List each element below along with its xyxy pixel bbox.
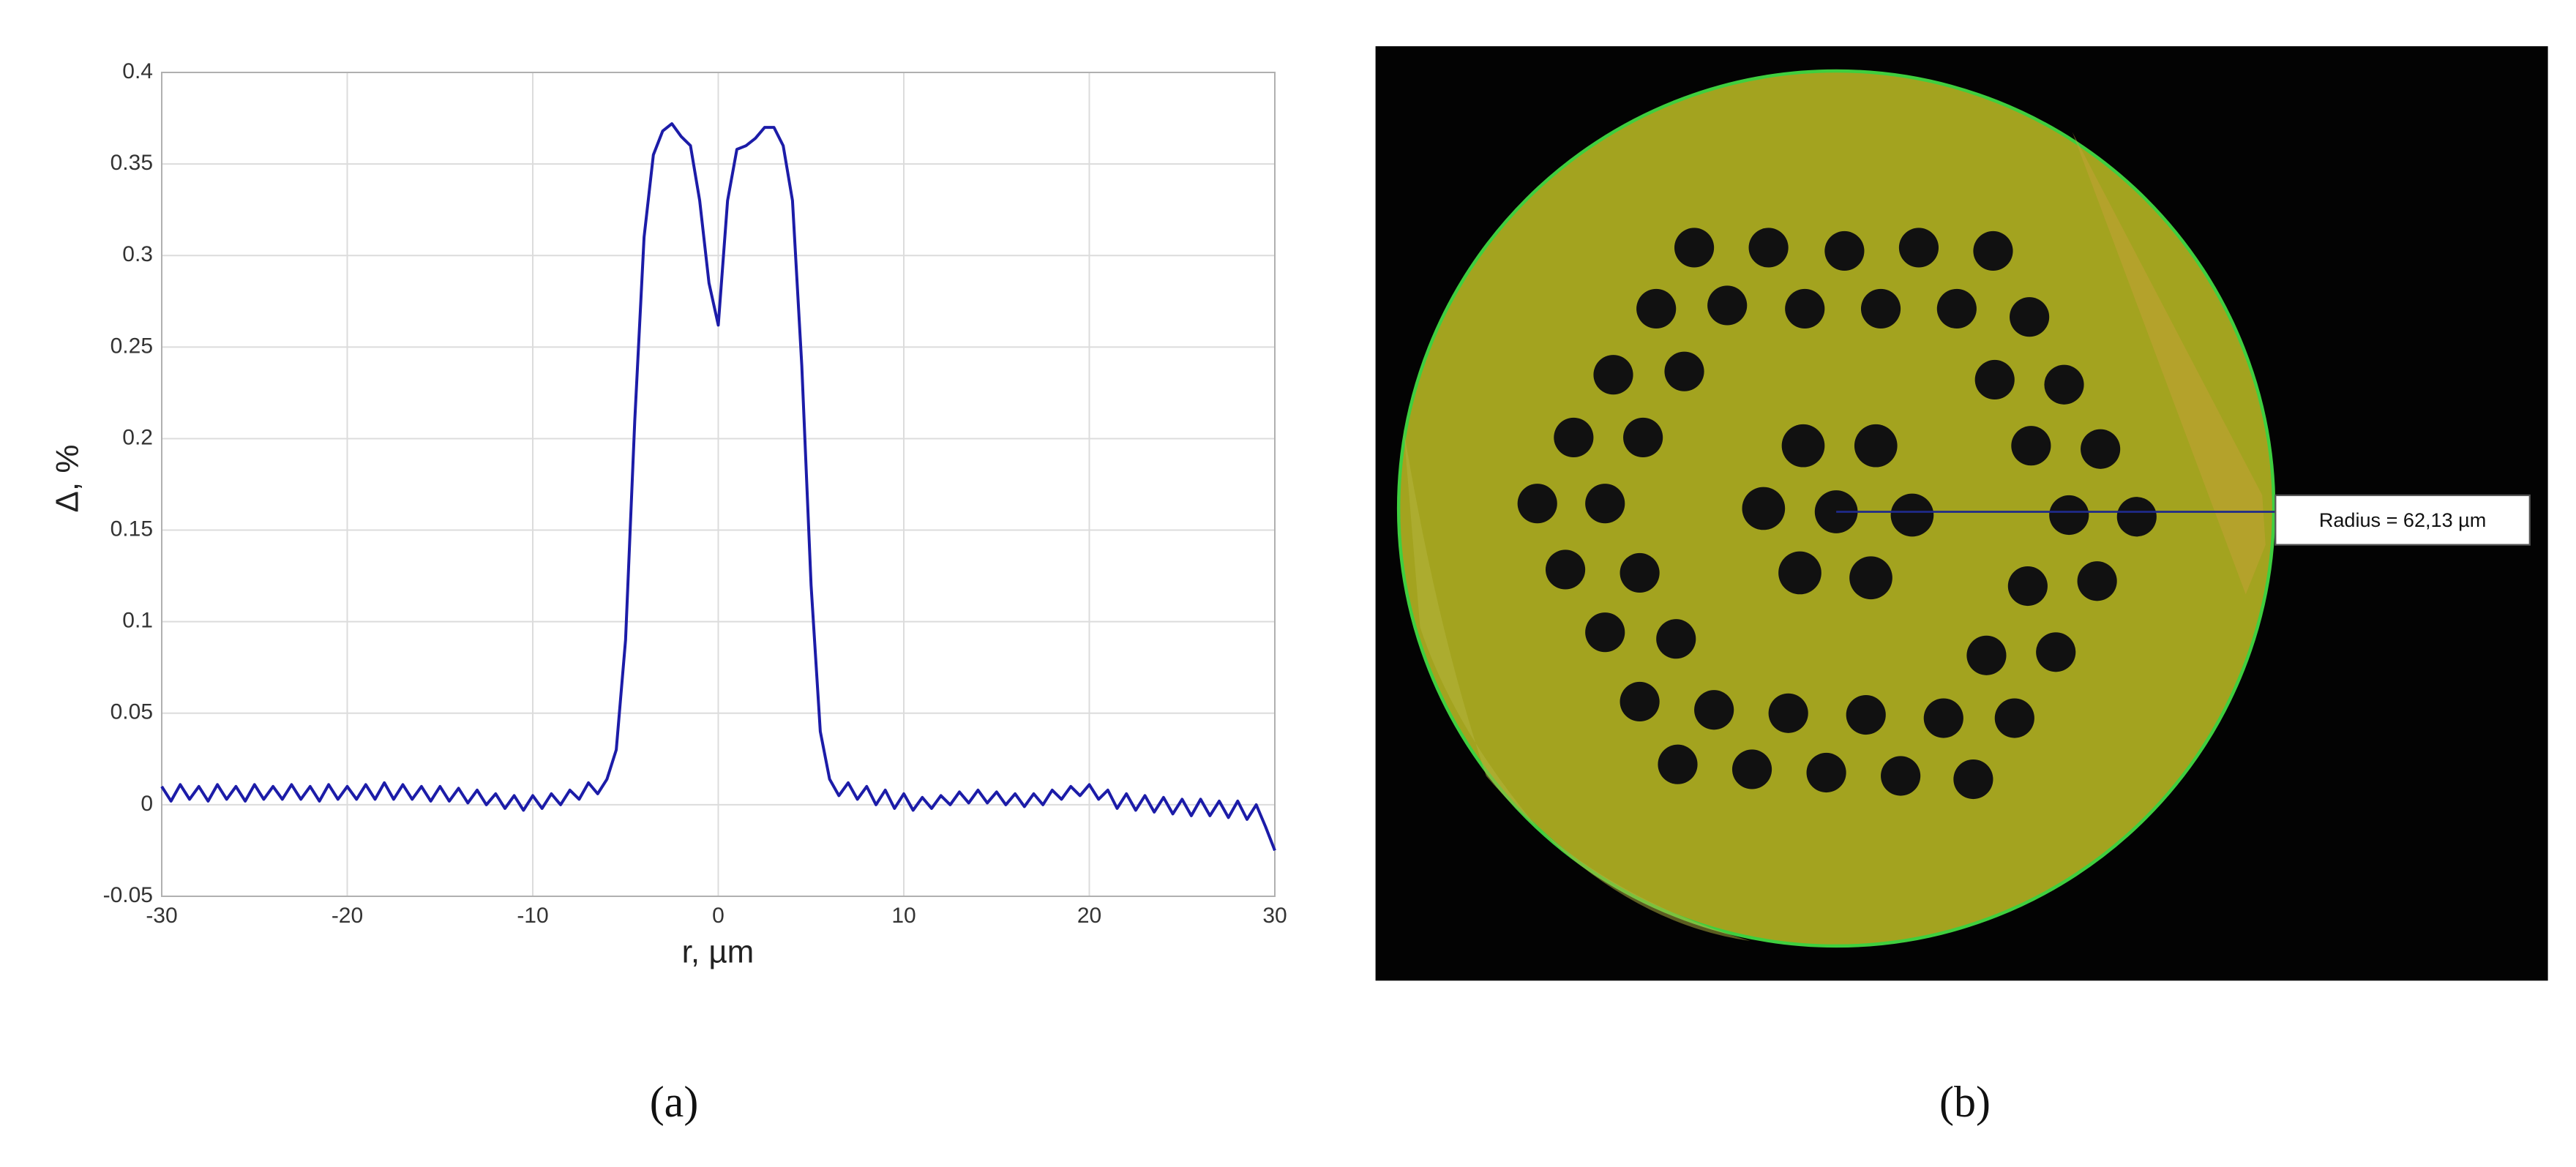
- micrograph: Radius = 62,13 µm: [1375, 46, 2548, 981]
- y-tick-label: -0.05: [103, 883, 153, 907]
- y-tick-label: 0.1: [122, 609, 153, 633]
- y-tick-label: 0.25: [111, 334, 153, 358]
- caption-a: (a): [650, 1078, 699, 1126]
- air-holes: [1517, 228, 2157, 800]
- x-tick-label: -10: [517, 904, 548, 928]
- y-tick-label: 0.2: [122, 425, 153, 449]
- y-tick-label: 0.35: [111, 151, 153, 175]
- data-line: [160, 122, 1276, 852]
- y-tick-label: 0: [141, 792, 153, 816]
- y-tick-label: 0.15: [111, 517, 153, 541]
- x-axis-label: r, µm: [682, 934, 755, 970]
- line-chart: -0.05 0 0.05 0.1 0.15 0.2 0.25 0.3 0.35 0.4 -30 -20…: [103, 59, 1287, 928]
- radius-annotation: Radius = 62,13 µm: [2319, 509, 2486, 531]
- x-tick-label: 20: [1077, 904, 1101, 928]
- y-tick-label: 0.05: [111, 700, 153, 724]
- edge-streak: [2072, 132, 2266, 595]
- x-tick-label: 30: [1262, 904, 1287, 928]
- x-tick-label: -30: [146, 904, 177, 928]
- y-tick-label: 0.3: [122, 242, 153, 266]
- y-axis-label: Δ, %: [50, 445, 86, 513]
- annotation-box: [2274, 494, 2531, 546]
- x-tick-label: 10: [891, 904, 916, 928]
- x-tick-label: -20: [332, 904, 363, 928]
- x-tick-label: 0: [712, 904, 724, 928]
- plot-frame: [161, 72, 1276, 897]
- y-tick-label: 0.4: [122, 59, 153, 83]
- caption-b: (b): [1939, 1078, 1991, 1126]
